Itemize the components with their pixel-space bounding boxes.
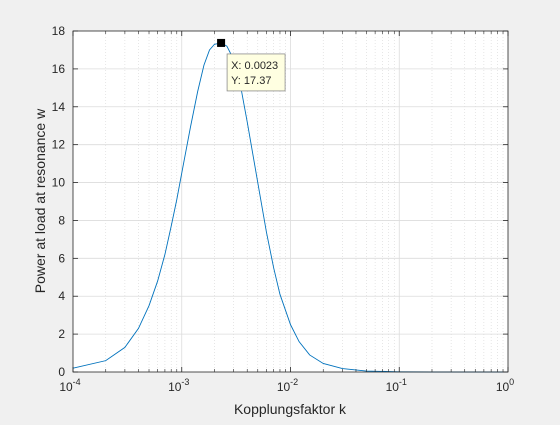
- y-axis-label: Power at load at resonance w: [32, 108, 48, 293]
- datatip-y-text: Y: 17.37: [231, 75, 271, 87]
- x-tick-labels: 10-4 10-3 10-2 10-1 100: [59, 377, 514, 394]
- x-tick-exponent: 0: [509, 377, 514, 387]
- series-layer: [72, 42, 508, 373]
- y-tick-label: 6: [58, 251, 65, 265]
- major-grid: [73, 31, 508, 372]
- y-tick-label: 2: [58, 327, 65, 341]
- y-tick-labels: 0 2 4 6 8 10 12 14 16 18: [52, 24, 66, 379]
- y-tick-label: 10: [52, 176, 66, 190]
- x-tick-label: 10-1: [386, 377, 407, 394]
- x-tick-exponent: -3: [181, 377, 189, 387]
- axis-ticks: [72, 30, 509, 373]
- x-axis-label: Kopplungsfaktor k: [234, 401, 347, 417]
- y-tick-label: 18: [52, 24, 66, 38]
- datatip-marker[interactable]: [217, 38, 226, 47]
- datatip-x-text: X: 0.0023: [231, 60, 278, 72]
- x-tick-label: 10-4: [59, 377, 80, 394]
- y-tick-label: 16: [52, 62, 66, 76]
- x-tick-label: 10-2: [277, 377, 298, 394]
- y-tick-label: 8: [58, 213, 65, 227]
- y-tick-label: 4: [58, 289, 65, 303]
- x-tick-label: 100: [496, 377, 514, 394]
- x-tick-exponent: -4: [73, 377, 81, 387]
- x-tick-label: 10-3: [168, 377, 189, 394]
- y-tick-label: 14: [52, 100, 66, 114]
- datatip-box[interactable]: [226, 53, 286, 92]
- x-tick-exponent: -1: [399, 377, 407, 387]
- y-tick-label: 0: [58, 365, 65, 379]
- x-tick-exponent: -2: [290, 377, 298, 387]
- datatip[interactable]: X: 0.0023 Y: 17.37: [217, 38, 286, 92]
- y-tick-label: 12: [52, 138, 66, 152]
- series-line: [72, 42, 508, 373]
